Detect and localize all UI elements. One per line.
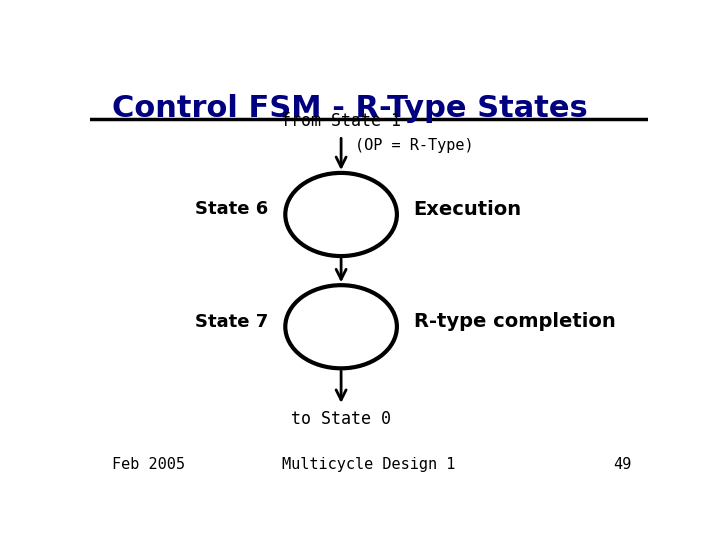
Text: State 7: State 7 — [195, 313, 269, 331]
Text: Control FSM - R-Type States: Control FSM - R-Type States — [112, 94, 588, 123]
Text: (OP = R-Type): (OP = R-Type) — [355, 138, 474, 153]
Text: to State 0: to State 0 — [291, 410, 391, 428]
Text: State 6: State 6 — [195, 200, 269, 219]
Text: from State 1: from State 1 — [281, 112, 401, 131]
Text: Feb 2005: Feb 2005 — [112, 457, 185, 472]
Text: 49: 49 — [613, 457, 631, 472]
Text: Execution: Execution — [414, 200, 522, 219]
Text: R-type completion: R-type completion — [414, 312, 616, 331]
Text: Multicycle Design 1: Multicycle Design 1 — [282, 457, 456, 472]
